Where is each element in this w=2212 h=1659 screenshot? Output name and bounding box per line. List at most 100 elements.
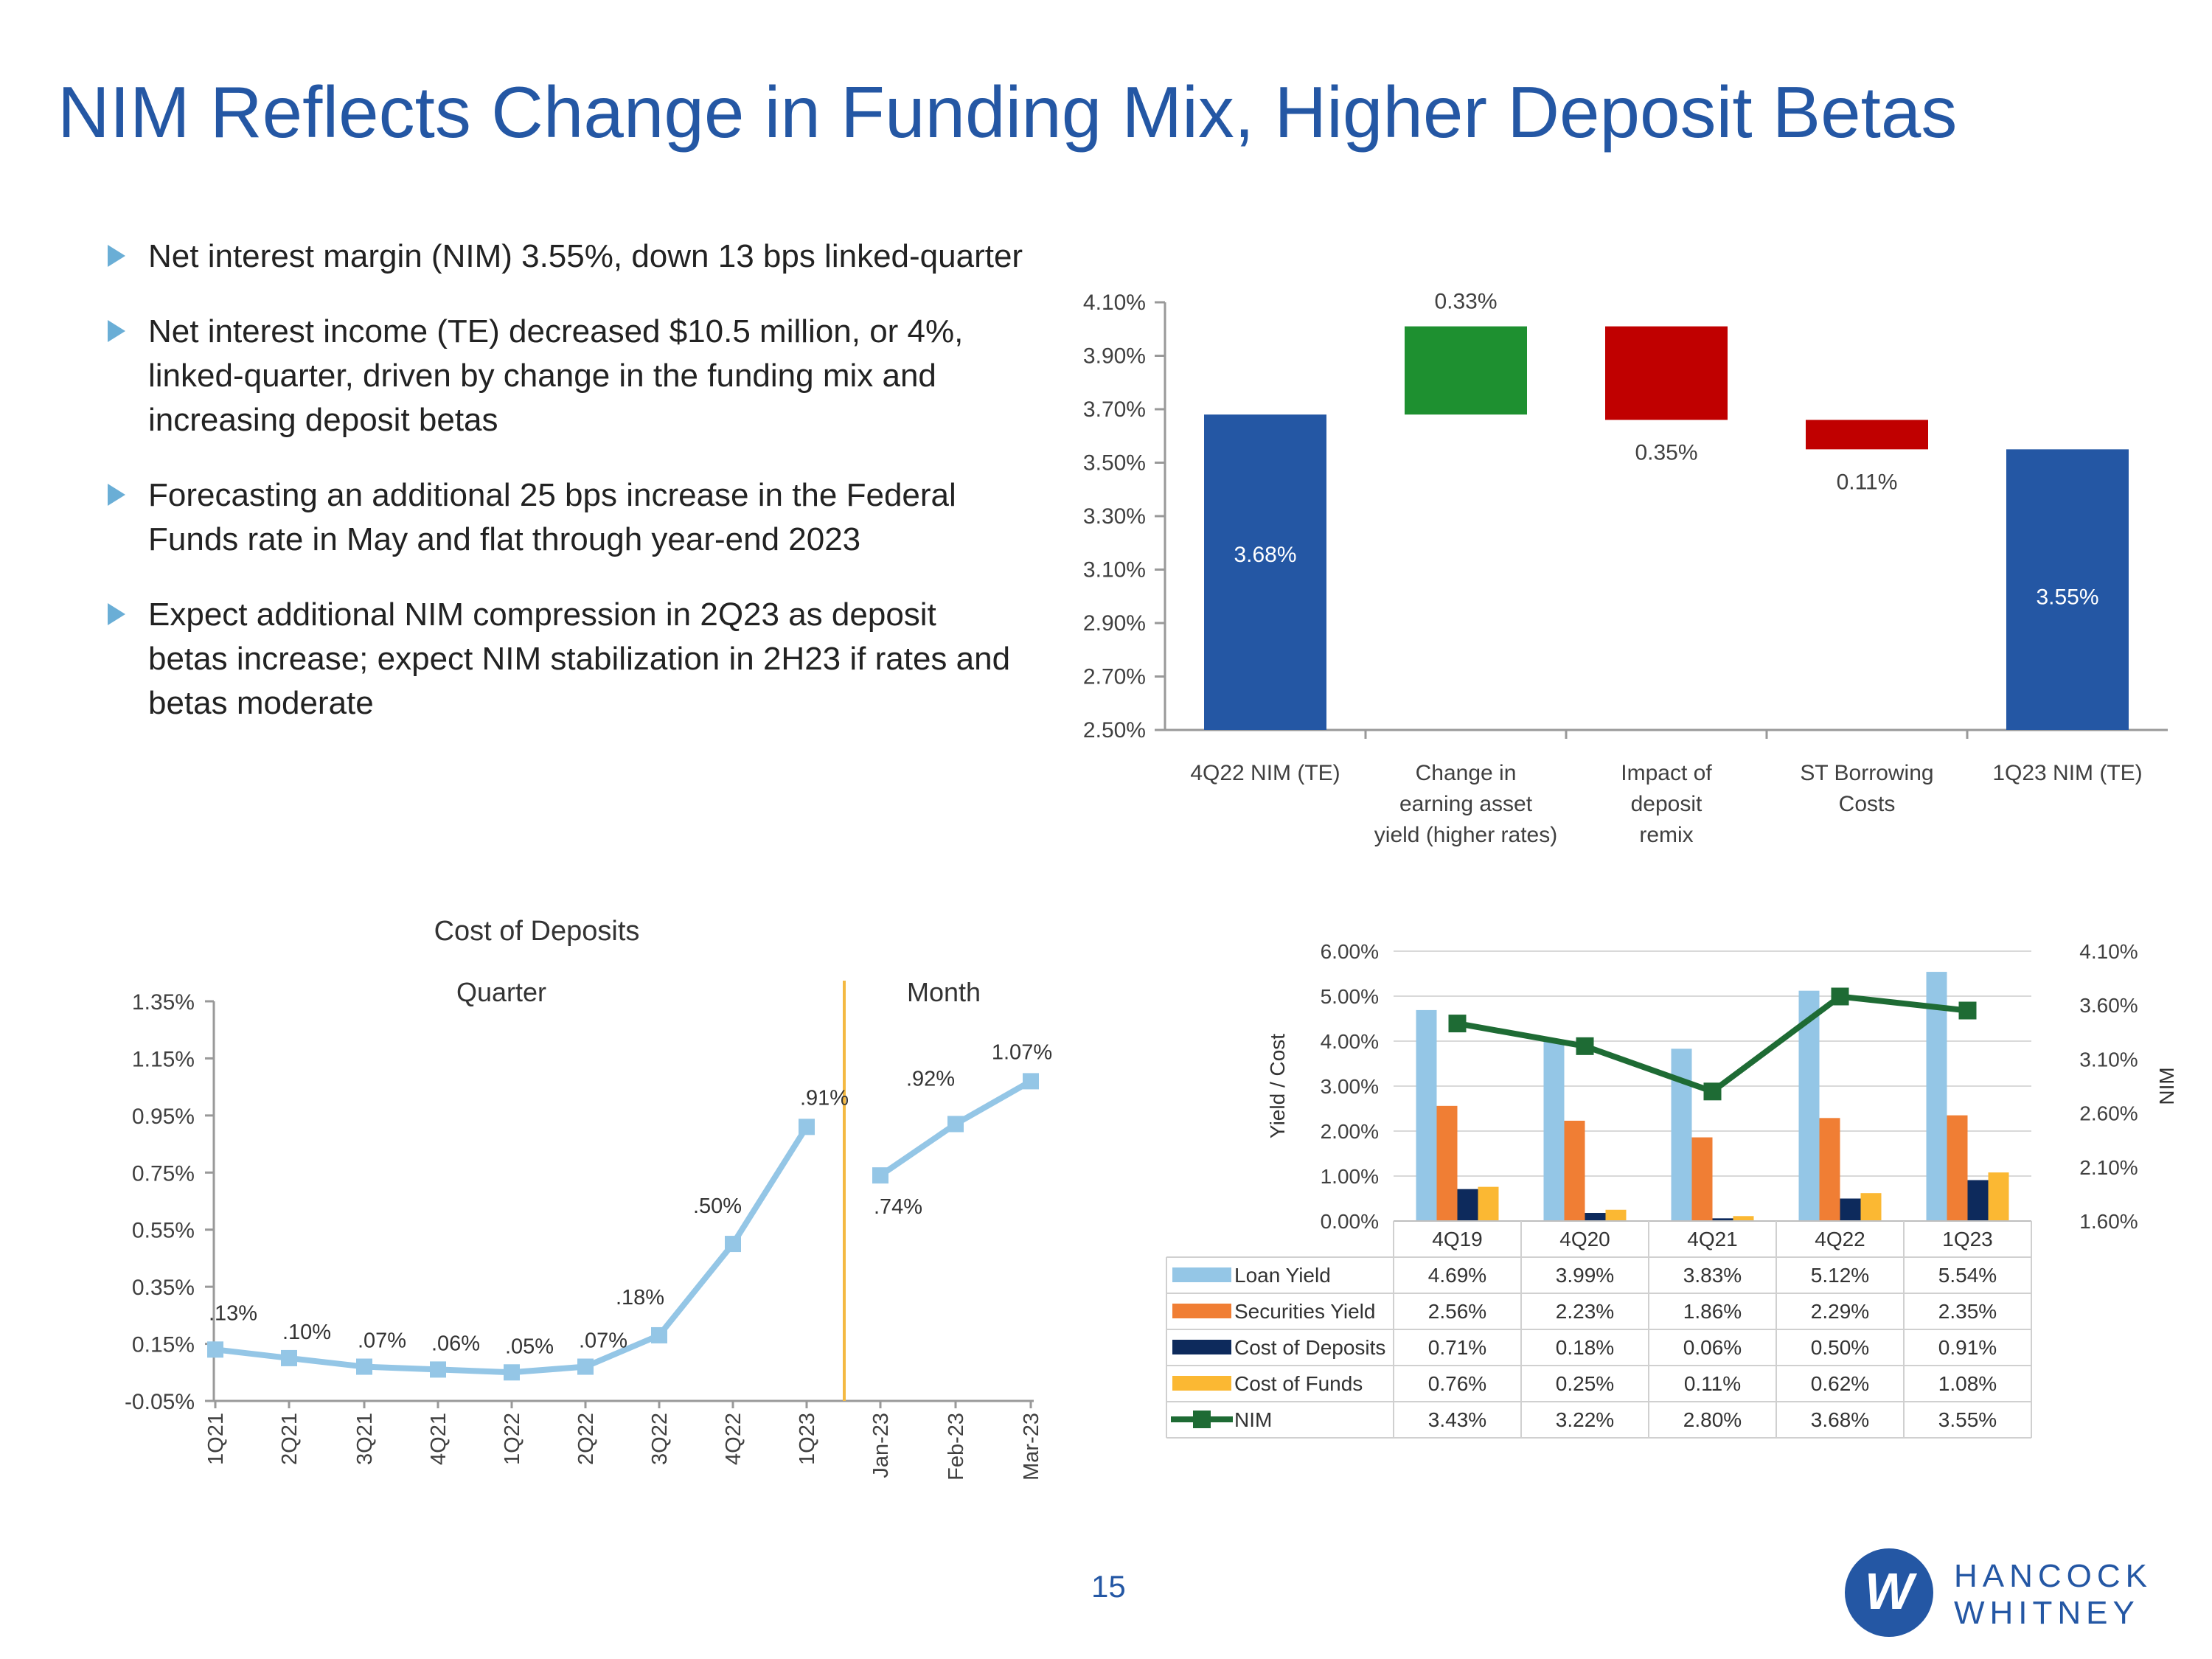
nim-line <box>1456 993 1968 1095</box>
table-cell: 1.86% <box>1683 1300 1742 1323</box>
y-tick-label: 3.90% <box>1083 344 1146 369</box>
data-point-marker <box>281 1349 297 1366</box>
y-tick-label: 0.55% <box>132 1219 195 1243</box>
nim-waterfall-chart: 2.50% 2.70% 2.90% 3.10% 3.30% 3.50% 3.70% 3.90%… <box>1083 290 2168 847</box>
x-tick-label: 2Q21 <box>278 1413 302 1465</box>
bar-securities-yield <box>1947 1115 1968 1221</box>
bar-loan-yield <box>1671 1048 1692 1221</box>
y2-axis-title: NIM <box>2155 1067 2178 1105</box>
table-cell: 5.12% <box>1811 1264 1869 1287</box>
x-category-label: 4Q22 NIM (TE) <box>1190 761 1340 785</box>
bullet-arrow-icon <box>108 484 125 506</box>
nim-marker <box>1448 1015 1467 1033</box>
table-cell: 0.71% <box>1428 1336 1486 1359</box>
waterfall-data-label: 0.11% <box>1837 470 1898 494</box>
page-title: NIM Reflects Change in Funding Mix, High… <box>58 72 1958 153</box>
waterfall-bar <box>1405 326 1527 415</box>
x-tick-label: Jan-23 <box>869 1413 893 1478</box>
bullet-text: Forecasting an additional 25 bps increas… <box>148 477 956 557</box>
y-tick-label: 0.35% <box>132 1276 195 1300</box>
bullet-text: Net interest income (TE) decreased $10.5… <box>148 313 964 438</box>
x-category-label: yield (higher rates) <box>1374 823 1557 847</box>
y-tick-label: 2.70% <box>1083 665 1146 689</box>
table-row-label: Cost of Funds <box>1234 1372 1363 1395</box>
nim-marker <box>1576 1037 1594 1055</box>
data-label: .91% <box>800 1086 849 1110</box>
waterfall-bar <box>1204 414 1326 730</box>
y-tick-label: 2.90% <box>1083 611 1146 636</box>
x-category-label: ST Borrowing <box>1800 761 1933 785</box>
data-label: .07% <box>579 1329 627 1353</box>
y2-tick-label: 4.10% <box>2079 940 2138 963</box>
table-row-label: Cost of Deposits <box>1234 1336 1385 1359</box>
table-header-cell: 4Q20 <box>1559 1228 1610 1251</box>
data-point-marker <box>356 1358 372 1375</box>
waterfall-data-label: 3.68% <box>1234 543 1296 567</box>
waterfall-data-label: 0.35% <box>1635 441 1697 465</box>
logo-mark-icon <box>1845 1548 1933 1637</box>
legend-swatch <box>1193 1411 1211 1428</box>
y2-tick-label: 3.10% <box>2079 1048 2138 1071</box>
bar-cost-of-funds <box>1605 1209 1627 1221</box>
legend-swatch <box>1172 1304 1231 1318</box>
x-tick-label: 3Q22 <box>648 1413 672 1465</box>
table-cell: 4.69% <box>1428 1264 1486 1287</box>
y-tick-label: 0.75% <box>132 1161 195 1186</box>
logo-text-line1: HANCOCK <box>1954 1558 2152 1594</box>
table-header-cell: 4Q19 <box>1432 1228 1483 1251</box>
data-label: .18% <box>616 1286 664 1310</box>
legend-swatch <box>1172 1340 1231 1354</box>
table-cell: 3.68% <box>1811 1408 1869 1431</box>
data-label: .05% <box>505 1335 554 1358</box>
table-header-cell: 1Q23 <box>1942 1228 1993 1251</box>
x-tick-label: 1Q22 <box>501 1413 524 1465</box>
table-cell: 0.76% <box>1428 1372 1486 1395</box>
x-tick-label: 2Q22 <box>574 1413 598 1465</box>
section-label-month: Month <box>907 977 981 1007</box>
y2-tick-label: 2.10% <box>2079 1156 2138 1179</box>
nim-marker <box>1958 1001 1977 1020</box>
bullet-item: Expect additional NIM compression in 2Q2… <box>108 593 1023 726</box>
x-category-label: earning asset <box>1399 792 1533 816</box>
y2-tick-label: 3.60% <box>2079 994 2138 1017</box>
table-cell: 0.06% <box>1683 1336 1742 1359</box>
x-category-label: Costs <box>1839 792 1896 816</box>
table-row-label: Securities Yield <box>1234 1300 1375 1323</box>
bar-cost-of-deposits <box>1712 1218 1733 1221</box>
bar-securities-yield <box>1436 1105 1458 1221</box>
x-tick-label: Feb-23 <box>945 1413 968 1481</box>
x-tick-label: 4Q21 <box>427 1413 451 1465</box>
bar-loan-yield <box>1543 1041 1565 1221</box>
table-header-cell: 4Q22 <box>1815 1228 1865 1251</box>
bar-cost-of-funds <box>1478 1186 1499 1221</box>
data-point-marker <box>577 1358 594 1375</box>
table-cell: 3.22% <box>1556 1408 1614 1431</box>
bar-cost-of-deposits <box>1457 1189 1478 1221</box>
x-category-label: Change in <box>1416 761 1517 785</box>
table-row-label: NIM <box>1234 1408 1272 1431</box>
y-tick-label: 3.10% <box>1083 558 1146 582</box>
data-point-marker <box>799 1119 815 1135</box>
bullet-text: Net interest margin (NIM) 3.55%, down 13… <box>148 238 1023 274</box>
table-cell: 2.35% <box>1938 1300 1997 1323</box>
table-cell: 0.50% <box>1811 1336 1869 1359</box>
y-tick-label: 3.50% <box>1083 451 1146 476</box>
table-cell: 3.55% <box>1938 1408 1997 1431</box>
bullet-item: Forecasting an additional 25 bps increas… <box>108 473 1023 562</box>
y-tick-label: 3.70% <box>1083 397 1146 422</box>
data-point-marker <box>947 1116 964 1133</box>
bar-cost-of-deposits <box>1585 1213 1606 1221</box>
table-cell: 5.54% <box>1938 1264 1997 1287</box>
data-point-marker <box>430 1361 446 1378</box>
data-label: .07% <box>358 1329 406 1353</box>
logo-mark-letter: W <box>1865 1562 1918 1620</box>
bar-loan-yield <box>1798 990 1820 1221</box>
table-cell: 3.99% <box>1556 1264 1614 1287</box>
bar-securities-yield <box>1564 1120 1585 1221</box>
y-tick-label: 2.50% <box>1083 718 1146 742</box>
y-tick-label: 5.00% <box>1321 985 1379 1008</box>
y-tick-label: -0.05% <box>125 1390 195 1414</box>
table-cell: 0.91% <box>1938 1336 1997 1359</box>
x-tick-label: 1Q23 <box>796 1413 819 1465</box>
waterfall-data-label: 0.33% <box>1434 290 1497 314</box>
